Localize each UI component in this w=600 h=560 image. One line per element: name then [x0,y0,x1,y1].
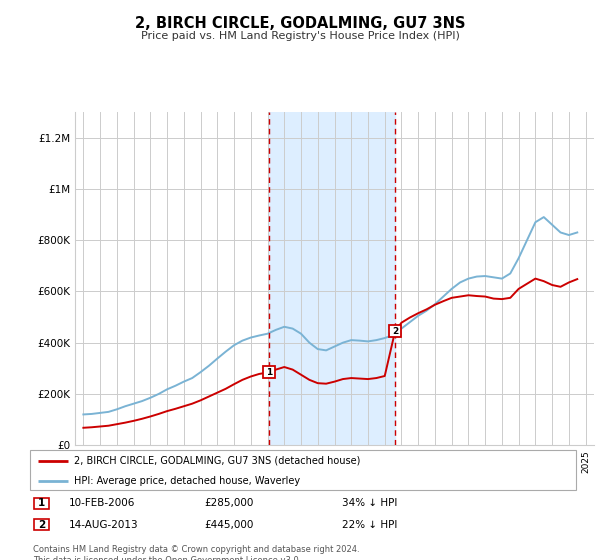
Text: 22% ↓ HPI: 22% ↓ HPI [342,520,397,530]
Text: 2, BIRCH CIRCLE, GODALMING, GU7 3NS: 2, BIRCH CIRCLE, GODALMING, GU7 3NS [135,16,465,31]
Text: 2: 2 [392,326,398,335]
Bar [269,112,395,445]
Text: 2: 2 [38,520,45,530]
Text: 10-FEB-2006: 10-FEB-2006 [69,498,136,508]
Text: 1: 1 [266,368,272,377]
Text: 34% ↓ HPI: 34% ↓ HPI [342,498,397,508]
Text: 2, BIRCH CIRCLE, GODALMING, GU7 3NS (detached house): 2, BIRCH CIRCLE, GODALMING, GU7 3NS (det… [74,456,360,466]
Text: £445,000: £445,000 [204,520,253,530]
Text: Contains HM Land Registry data © Crown copyright and database right 2024.
This d: Contains HM Land Registry data © Crown c… [33,545,359,560]
Text: 14-AUG-2013: 14-AUG-2013 [69,520,139,530]
Text: HPI: Average price, detached house, Waverley: HPI: Average price, detached house, Wave… [74,476,300,486]
Text: £285,000: £285,000 [204,498,253,508]
Text: Price paid vs. HM Land Registry's House Price Index (HPI): Price paid vs. HM Land Registry's House … [140,31,460,41]
Text: 1: 1 [38,498,45,508]
